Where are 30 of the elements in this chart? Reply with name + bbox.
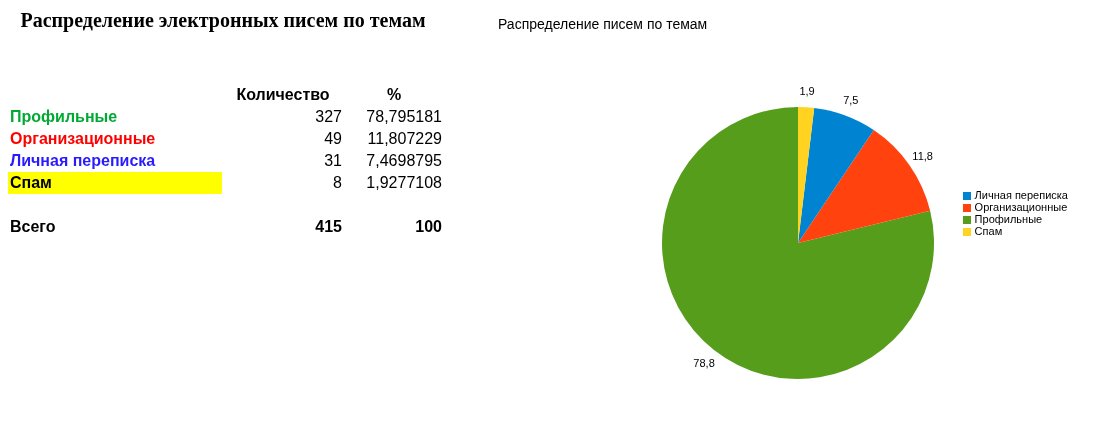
text: 78,795181 bbox=[365, 107, 443, 127]
text: 11,807229 bbox=[366, 129, 443, 149]
legend-label: Организационные bbox=[974, 201, 1068, 213]
text: % bbox=[385, 85, 403, 105]
text: Количество bbox=[235, 85, 331, 105]
chart-title: Распределение писем по темам bbox=[498, 16, 708, 32]
text: 415 bbox=[314, 217, 343, 237]
legend-label: Личная переписка bbox=[974, 189, 1068, 201]
text: 31 bbox=[323, 151, 343, 171]
text: Всего bbox=[9, 217, 57, 237]
text: 1,9277108 bbox=[365, 173, 443, 193]
text: Распределение электронных писем по темам bbox=[19, 8, 427, 34]
pie-slice bbox=[798, 107, 874, 243]
text: 49 bbox=[323, 129, 343, 149]
text: 8 bbox=[332, 173, 343, 193]
legend-label: Спам bbox=[974, 225, 1003, 237]
text: 7,4698795 bbox=[365, 151, 443, 171]
text: Профильные bbox=[9, 107, 119, 127]
text: Спам bbox=[8, 172, 222, 194]
text: Личная переписка bbox=[9, 151, 157, 171]
pie-slice bbox=[798, 130, 931, 243]
text: 327 bbox=[314, 107, 343, 127]
data-label: 78,8 bbox=[693, 356, 715, 369]
text: 100 bbox=[414, 217, 443, 237]
data-label: 11,8 bbox=[912, 149, 933, 162]
legend-label: Профильные bbox=[974, 213, 1043, 225]
data-label: 1,9 bbox=[799, 85, 815, 98]
data-label: 7,5 bbox=[843, 94, 859, 107]
text: Организационные bbox=[9, 129, 157, 149]
pie-slice bbox=[662, 107, 934, 379]
